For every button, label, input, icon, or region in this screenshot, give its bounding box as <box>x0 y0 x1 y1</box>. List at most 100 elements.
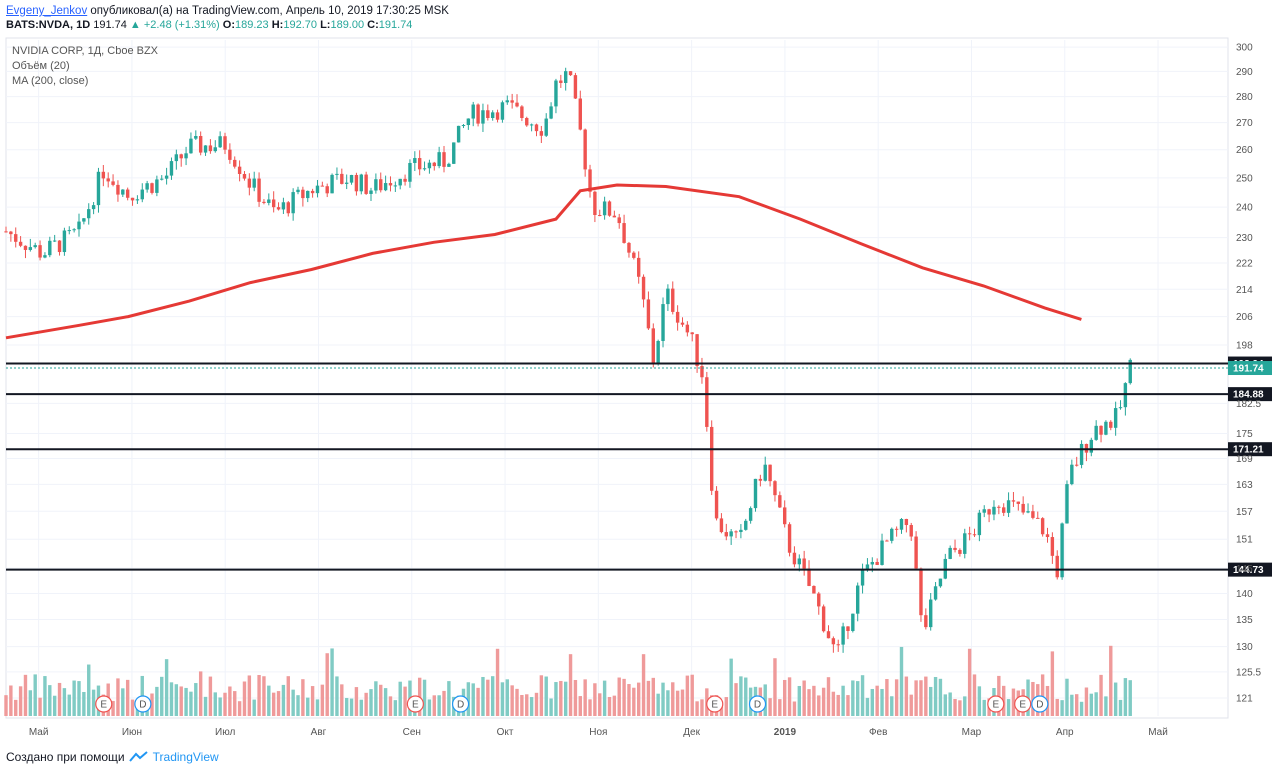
volume-bar-169 <box>826 677 831 716</box>
volume-bar-114 <box>559 680 563 716</box>
candle-body-102 <box>500 102 505 120</box>
volume-bar-222 <box>1084 687 1089 716</box>
last-price-tag <box>1228 361 1272 376</box>
volume-bar-87 <box>427 699 432 716</box>
volume-bar-16 <box>82 691 86 716</box>
candle-body-213 <box>1040 518 1045 535</box>
candle-body-192 <box>938 578 943 587</box>
volume-bar-187 <box>914 680 918 716</box>
price-tick-18: 145 <box>1236 564 1253 575</box>
event-marker-0 <box>95 695 113 713</box>
volume-bar-80 <box>393 700 398 716</box>
candle-body-114 <box>559 80 563 83</box>
volume-bar-150 <box>734 683 738 716</box>
candle-body-203 <box>992 506 996 515</box>
candle-body-75 <box>369 190 373 194</box>
candle-body-217 <box>1060 523 1064 578</box>
candle-body-87 <box>427 162 432 169</box>
candle-body-69 <box>340 173 344 184</box>
price-tick-14: 169 <box>1236 454 1253 465</box>
volume-bar-59 <box>291 689 295 716</box>
volume-bar-174 <box>851 680 855 716</box>
volume-bar-188 <box>919 680 923 716</box>
volume-bar-35 <box>174 684 179 716</box>
candle-body-191 <box>933 586 938 600</box>
candle-body-210 <box>1026 511 1030 513</box>
level-label-1: 184.88 <box>1233 390 1264 401</box>
volume-bar-224 <box>1094 692 1098 716</box>
publish-info: опубликовал(а) на TradingView.com, Апрел… <box>90 5 449 17</box>
candle-body-118 <box>578 98 582 130</box>
price-tick-12: 182.5 <box>1236 399 1261 410</box>
price-tick-22: 125.5 <box>1236 667 1261 678</box>
author-link[interactable]: Evgeny_Jenkov <box>6 5 88 17</box>
volume-bar-66 <box>325 653 329 716</box>
last-price-label: 191.74 <box>1233 364 1264 375</box>
candle-body-206 <box>1006 500 1011 513</box>
candle-body-36 <box>179 154 183 159</box>
candle-body-103 <box>505 100 509 103</box>
candle-body-80 <box>393 185 398 187</box>
volume-bar-68 <box>335 676 339 716</box>
time-axis[interactable]: Май Июн Июл Авг Сен Окт Ноя Дек 2019 Фев Мар Апр Май <box>29 727 1168 738</box>
candle-body-77 <box>379 179 383 191</box>
candle-body-33 <box>164 175 169 179</box>
volume-bar-44 <box>218 697 222 716</box>
footer-brand[interactable]: TradingView <box>152 750 219 764</box>
plot-area[interactable] <box>5 37 1229 719</box>
volume-bar-194 <box>948 692 952 716</box>
volume-bar-184 <box>899 646 904 716</box>
volume-bar-4 <box>23 674 28 716</box>
high-value: 192.70 <box>283 19 317 31</box>
volume-bar-69 <box>340 684 344 716</box>
price-tick-21: 130 <box>1236 642 1253 653</box>
candle-body-144 <box>705 377 709 427</box>
volume-bar-177 <box>865 697 870 716</box>
candle-body-70 <box>344 182 349 184</box>
candle-body-163 <box>797 558 801 565</box>
candle-body-8 <box>43 255 47 258</box>
volume-bar-23 <box>116 678 120 716</box>
volume-bar-22 <box>111 700 115 716</box>
candle-body-60 <box>296 189 300 193</box>
volume-bar-74 <box>364 692 368 716</box>
price-axis[interactable]: 300 290 280 270 260 250 240 230 222 214 206 198 182.… <box>1236 43 1261 705</box>
candle-body-169 <box>826 631 831 639</box>
candle-body-179 <box>875 561 879 565</box>
volume-bar-213 <box>1040 674 1045 716</box>
candle-body-133 <box>651 328 655 365</box>
candle-body-40 <box>198 136 203 153</box>
candle-body-44 <box>218 136 222 148</box>
candle-body-97 <box>476 104 480 124</box>
volume-bar-39 <box>194 683 198 716</box>
candle-body-82 <box>403 178 407 182</box>
volume-bar-99 <box>486 679 490 716</box>
volume-bar-109 <box>534 692 539 716</box>
volume-bar-14 <box>72 680 76 716</box>
candle-body-50 <box>247 178 252 188</box>
candle-body-167 <box>817 593 821 607</box>
candle-body-51 <box>252 178 256 188</box>
candle-body-156 <box>763 464 767 481</box>
candle-body-182 <box>890 528 894 541</box>
candle-body-199 <box>972 534 977 536</box>
volume-bar-98 <box>481 676 485 716</box>
volume-bar-121 <box>593 683 597 716</box>
candle-body-214 <box>1045 534 1050 538</box>
candle-body-99 <box>486 110 490 119</box>
time-tick-12: Май <box>1148 727 1168 738</box>
volume-bar-100 <box>490 676 495 716</box>
volume-bar-33 <box>164 659 169 716</box>
volume-bar-127 <box>622 678 626 716</box>
time-tick-8: 2019 <box>774 727 797 738</box>
candle-body-205 <box>1002 507 1006 513</box>
up-arrow-icon: ▲ <box>129 19 141 31</box>
volume-bar-41 <box>203 696 208 716</box>
candle-body-112 <box>549 106 553 119</box>
volume-bar-90 <box>442 690 446 716</box>
volume-bar-62 <box>306 697 310 716</box>
candle-body-161 <box>787 524 792 553</box>
